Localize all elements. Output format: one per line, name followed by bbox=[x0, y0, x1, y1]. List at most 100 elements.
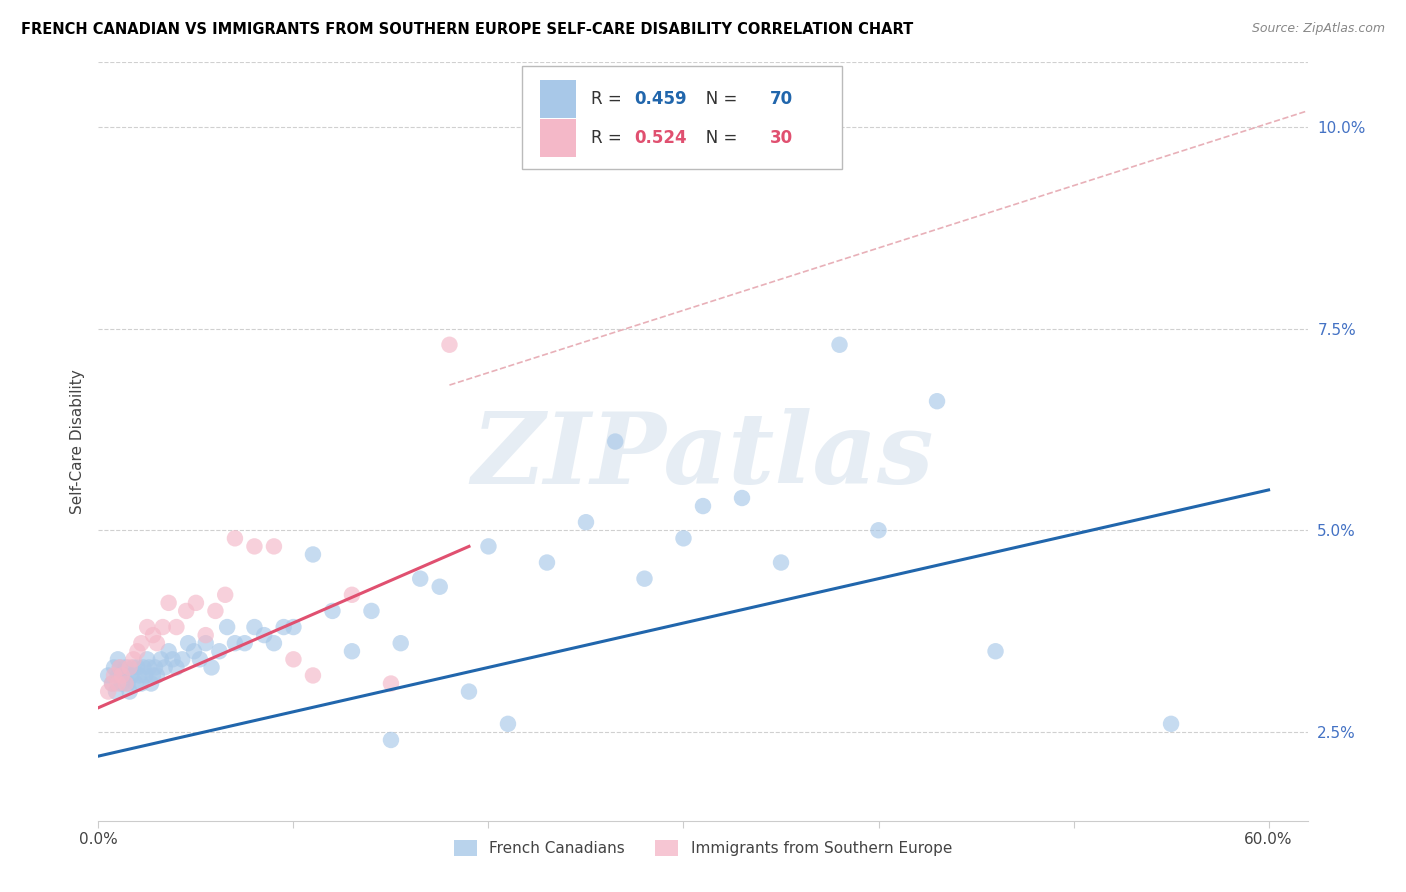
Point bbox=[165, 620, 187, 634]
Point bbox=[157, 596, 180, 610]
Point bbox=[153, 660, 176, 674]
Point bbox=[672, 532, 695, 546]
Text: N =: N = bbox=[690, 129, 742, 147]
Point bbox=[214, 588, 236, 602]
Point bbox=[536, 556, 558, 570]
FancyBboxPatch shape bbox=[522, 66, 842, 169]
Point bbox=[183, 644, 205, 658]
Point bbox=[496, 716, 519, 731]
Point bbox=[122, 652, 145, 666]
Point bbox=[131, 676, 153, 690]
Text: 0.524: 0.524 bbox=[634, 129, 686, 147]
Point bbox=[122, 660, 145, 674]
Point bbox=[128, 668, 150, 682]
Point bbox=[828, 337, 851, 351]
Point bbox=[253, 628, 276, 642]
Point bbox=[103, 660, 125, 674]
Point bbox=[127, 644, 149, 658]
Point bbox=[124, 676, 146, 690]
Point bbox=[112, 668, 135, 682]
Point bbox=[243, 540, 266, 554]
Point bbox=[131, 636, 153, 650]
Point bbox=[142, 628, 165, 642]
Point bbox=[118, 660, 141, 674]
Point bbox=[984, 644, 1007, 658]
Point bbox=[302, 548, 325, 562]
Point bbox=[360, 604, 382, 618]
Text: ZIPatlas: ZIPatlas bbox=[472, 409, 934, 505]
Point bbox=[273, 620, 295, 634]
Legend: French Canadians, Immigrants from Southern Europe: French Canadians, Immigrants from Southe… bbox=[449, 834, 957, 863]
Point bbox=[439, 337, 461, 351]
Point bbox=[633, 572, 655, 586]
Point bbox=[208, 644, 231, 658]
Point bbox=[283, 652, 305, 666]
Point bbox=[731, 491, 754, 505]
Point bbox=[263, 540, 285, 554]
Point bbox=[97, 684, 120, 698]
Point bbox=[111, 676, 134, 690]
Point bbox=[380, 733, 402, 747]
Point bbox=[136, 652, 159, 666]
Point bbox=[114, 676, 136, 690]
Point bbox=[97, 668, 120, 682]
Text: Source: ZipAtlas.com: Source: ZipAtlas.com bbox=[1251, 22, 1385, 36]
Point bbox=[200, 660, 222, 674]
Point bbox=[769, 556, 792, 570]
Text: 0.459: 0.459 bbox=[634, 90, 686, 108]
Point bbox=[194, 636, 217, 650]
Point bbox=[263, 636, 285, 650]
Point bbox=[152, 620, 174, 634]
Point bbox=[1160, 716, 1182, 731]
Point bbox=[188, 652, 211, 666]
Text: 70: 70 bbox=[769, 90, 793, 108]
Point bbox=[108, 660, 131, 674]
Point bbox=[142, 668, 165, 682]
Point bbox=[409, 572, 432, 586]
Point bbox=[477, 540, 499, 554]
Point bbox=[108, 660, 131, 674]
Point bbox=[380, 676, 402, 690]
Point bbox=[302, 668, 325, 682]
Point bbox=[146, 668, 169, 682]
Point bbox=[868, 523, 890, 537]
Point bbox=[243, 620, 266, 634]
Point bbox=[283, 620, 305, 634]
Point bbox=[136, 620, 159, 634]
Point bbox=[233, 636, 256, 650]
Text: R =: R = bbox=[591, 129, 627, 147]
Point bbox=[143, 660, 166, 674]
Point bbox=[224, 532, 246, 546]
Point bbox=[104, 684, 127, 698]
Point bbox=[605, 434, 627, 449]
Text: R =: R = bbox=[591, 90, 627, 108]
Point bbox=[132, 660, 155, 674]
Point bbox=[925, 394, 948, 409]
Point bbox=[340, 644, 363, 658]
Point bbox=[184, 596, 207, 610]
Point bbox=[107, 668, 129, 682]
Bar bbox=[540, 120, 576, 157]
Point bbox=[121, 668, 143, 682]
Point bbox=[174, 604, 197, 618]
Point bbox=[134, 668, 156, 682]
Point bbox=[429, 580, 451, 594]
Point bbox=[107, 676, 129, 690]
Point bbox=[172, 652, 194, 666]
Point bbox=[177, 636, 200, 650]
Point bbox=[157, 644, 180, 658]
Point bbox=[107, 652, 129, 666]
Point bbox=[165, 660, 187, 674]
Point bbox=[389, 636, 412, 650]
Point bbox=[217, 620, 239, 634]
Point bbox=[149, 652, 172, 666]
Point bbox=[321, 604, 343, 618]
Point bbox=[146, 636, 169, 650]
Point bbox=[111, 668, 134, 682]
Point bbox=[162, 652, 184, 666]
Point bbox=[194, 628, 217, 642]
Point bbox=[101, 676, 124, 690]
Point bbox=[224, 636, 246, 650]
Y-axis label: Self-Care Disability: Self-Care Disability bbox=[69, 369, 84, 514]
Point bbox=[118, 684, 141, 698]
